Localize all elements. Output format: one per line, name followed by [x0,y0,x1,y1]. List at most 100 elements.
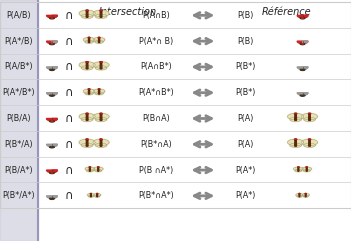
Ellipse shape [86,113,88,114]
Polygon shape [309,140,310,146]
Text: P(A/B*): P(A/B*) [4,62,33,71]
Polygon shape [49,44,54,45]
Text: P(A∩B*): P(A∩B*) [140,62,172,71]
Text: P(B): P(B) [238,11,254,20]
Text: ∩: ∩ [64,189,73,202]
Ellipse shape [309,139,310,140]
Polygon shape [93,139,109,146]
Polygon shape [86,11,88,17]
Polygon shape [95,40,103,43]
Polygon shape [81,143,93,147]
Polygon shape [306,167,307,171]
Text: Référence: Référence [261,7,311,17]
Polygon shape [304,117,315,121]
Polygon shape [52,41,57,44]
Ellipse shape [309,113,310,114]
Polygon shape [290,117,302,121]
Polygon shape [100,63,102,69]
Ellipse shape [88,37,89,38]
Text: P(B*∩A): P(B*∩A) [140,140,172,149]
Ellipse shape [99,37,100,38]
Polygon shape [296,194,303,196]
Ellipse shape [100,10,102,11]
Polygon shape [100,114,102,120]
Ellipse shape [296,139,297,140]
Ellipse shape [86,139,87,140]
Polygon shape [52,15,57,18]
Ellipse shape [100,139,102,140]
Polygon shape [79,62,95,68]
Polygon shape [303,93,308,95]
Polygon shape [81,117,93,121]
Polygon shape [93,89,105,94]
Polygon shape [47,119,57,121]
Text: ∩: ∩ [64,9,73,22]
Text: P(A*): P(A*) [236,191,256,200]
Ellipse shape [86,10,88,11]
Polygon shape [94,195,100,197]
Polygon shape [97,194,98,197]
Polygon shape [85,92,93,95]
Polygon shape [302,139,318,146]
Polygon shape [98,38,100,42]
Polygon shape [47,15,57,18]
Polygon shape [81,66,93,70]
Polygon shape [303,41,308,44]
Polygon shape [79,10,95,17]
Bar [0,0,38,241]
Polygon shape [86,114,88,120]
Text: P(B*): P(B*) [236,62,256,71]
Text: P(B/A): P(B/A) [6,114,31,123]
Ellipse shape [99,37,100,38]
Polygon shape [299,194,300,197]
Text: P(A*/B): P(A*/B) [4,37,33,46]
Text: P(B): P(B) [238,37,254,46]
Polygon shape [49,18,54,19]
Ellipse shape [294,139,295,140]
Ellipse shape [101,10,102,11]
Polygon shape [300,18,305,19]
Polygon shape [79,139,95,146]
Polygon shape [85,167,95,171]
Text: ∩: ∩ [64,138,73,151]
Polygon shape [47,67,57,69]
Polygon shape [300,44,305,45]
Polygon shape [98,167,99,171]
Polygon shape [95,66,107,70]
Polygon shape [95,117,107,121]
Polygon shape [52,170,57,173]
Text: P(A*): P(A*) [236,166,256,174]
Text: P(B*): P(B*) [236,88,256,97]
Polygon shape [300,69,305,70]
Polygon shape [47,93,57,95]
Polygon shape [47,41,57,44]
Polygon shape [93,113,109,120]
Text: ∩: ∩ [64,86,73,99]
Text: ∩: ∩ [64,164,73,177]
Text: P(B∩A): P(B∩A) [142,114,170,123]
Polygon shape [300,95,305,96]
Bar [38,0,351,241]
Ellipse shape [308,139,309,140]
Bar [0,2,351,208]
Ellipse shape [100,139,101,140]
Polygon shape [297,93,308,95]
Polygon shape [303,195,308,197]
Polygon shape [297,67,308,69]
Polygon shape [309,114,310,120]
Polygon shape [86,169,93,172]
Polygon shape [303,67,308,69]
Polygon shape [52,144,57,147]
Ellipse shape [100,113,102,114]
Polygon shape [295,114,297,120]
Polygon shape [297,195,302,197]
Polygon shape [302,167,312,171]
Text: P(B*/A): P(B*/A) [4,140,33,149]
Ellipse shape [87,139,88,140]
Polygon shape [49,147,54,148]
Text: Intersection: Intersection [99,7,157,17]
Polygon shape [93,10,109,17]
Ellipse shape [88,37,90,38]
Polygon shape [295,140,297,146]
Polygon shape [95,143,107,147]
